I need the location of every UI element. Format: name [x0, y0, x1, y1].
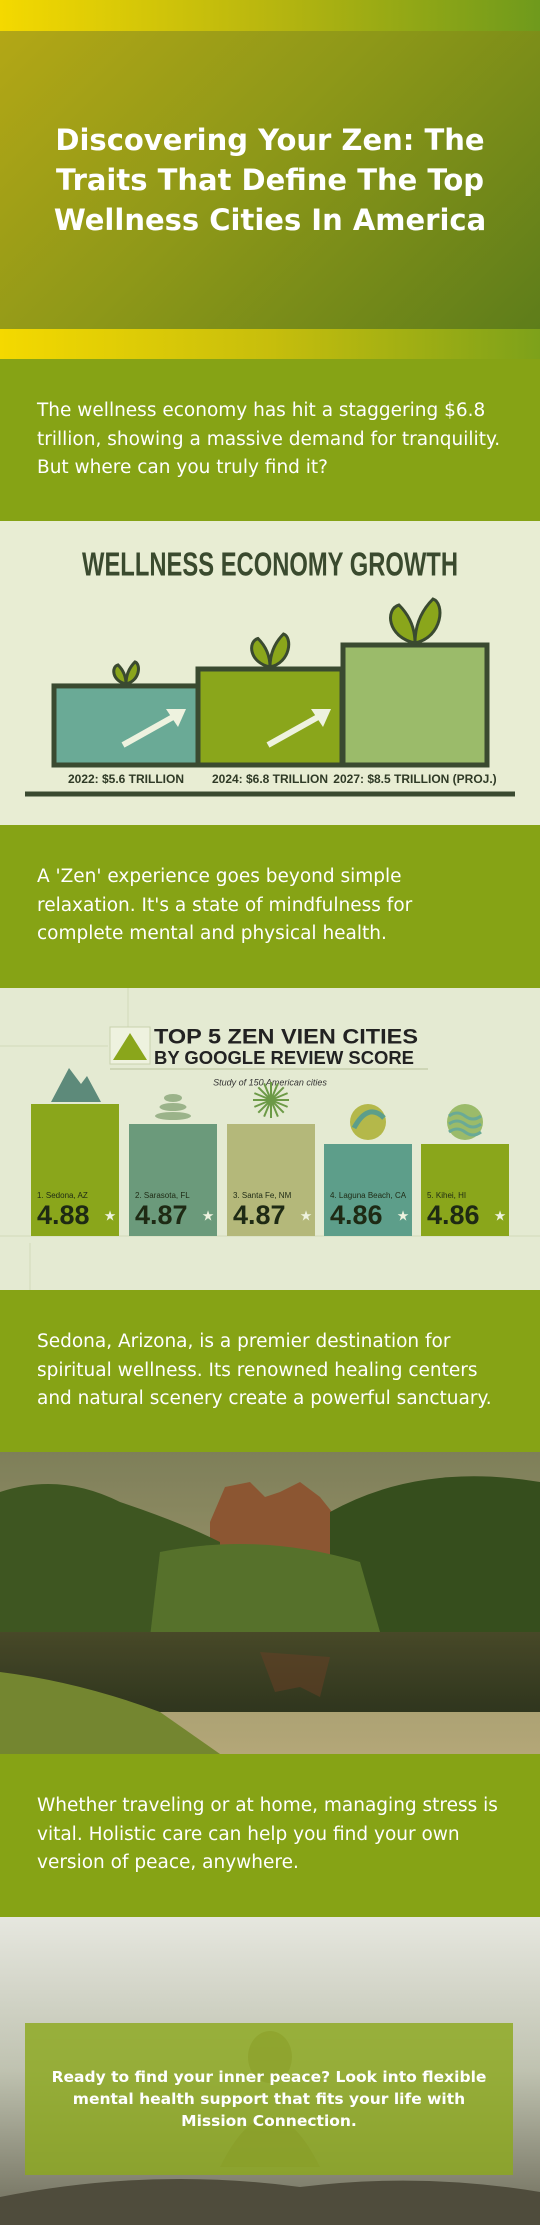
- bar-category: 3. Santa Fe, NM: [233, 1191, 292, 1200]
- step-label: 2022: $5.6 TRILLION: [68, 772, 184, 786]
- cta-box: Ready to find your inner peace? Look int…: [25, 2023, 513, 2175]
- step-label: 2027: $8.5 TRILLION (PROJ.): [333, 772, 496, 786]
- sun-icon: [270, 1082, 279, 1101]
- cta-section: Ready to find your inner peace? Look int…: [0, 1917, 540, 2225]
- leaf-icon: [250, 636, 272, 669]
- photo-tint: [0, 1452, 540, 1754]
- bar-value: 4.88: [37, 1200, 90, 1230]
- step-bar: [340, 642, 490, 768]
- growth-arrow-head: [311, 709, 331, 727]
- cities-chart: TOP 5 ZEN VIEN CITIES BY GOOGLE REVIEW S…: [0, 988, 540, 1290]
- trees-right: [330, 1476, 540, 1652]
- leaf-icon: [389, 603, 417, 645]
- sedona-text: Sedona, Arizona, is a premier destinatio…: [0, 1290, 540, 1452]
- sun-icon: [253, 1092, 272, 1101]
- reflection: [260, 1652, 330, 1697]
- bar-value: 4.86: [427, 1200, 480, 1230]
- bar-value: 4.87: [135, 1200, 188, 1230]
- leaf-icon: [268, 632, 291, 669]
- sun-icon: [270, 1086, 285, 1101]
- sun-icon: [257, 1099, 272, 1114]
- title-icon: [113, 1033, 147, 1060]
- bar: [31, 1104, 119, 1236]
- bar-category: 1. Sedona, AZ: [37, 1191, 88, 1200]
- stones-icon: [155, 1112, 191, 1120]
- sun-icon: [257, 1086, 272, 1101]
- sea-icon: [448, 1111, 482, 1121]
- sea-icon: [448, 1119, 482, 1129]
- growth-arrow: [121, 714, 175, 748]
- sun-icon: [263, 1082, 272, 1101]
- star-icon: ★: [397, 1208, 410, 1224]
- chart-subtitle: BY GOOGLE REVIEW SCORE: [154, 1048, 414, 1068]
- chart-title: TOP 5 ZEN VIEN CITIES: [154, 1026, 418, 1049]
- sun-icon: [270, 1099, 285, 1114]
- sun-icon: [270, 1099, 279, 1118]
- stones-icon: [164, 1094, 182, 1102]
- grass: [0, 1672, 220, 1754]
- bar-value: 4.87: [233, 1200, 286, 1230]
- zen-text: A 'Zen' experience goes beyond simple re…: [0, 825, 540, 988]
- wave-icon: [351, 1109, 386, 1130]
- rocks: [0, 2179, 540, 2225]
- sun-icon: [263, 1099, 272, 1118]
- bar: [227, 1124, 315, 1236]
- bar-category: 4. Laguna Beach, CA: [330, 1191, 407, 1200]
- mountain-icon: [51, 1068, 101, 1102]
- bar-category: 2. Sarasota, FL: [135, 1191, 190, 1200]
- leaf-icon: [413, 597, 442, 645]
- bar-value: 4.86: [330, 1200, 383, 1230]
- step-label: 2024: $6.8 TRILLION: [212, 772, 328, 786]
- sun-icon: [253, 1099, 272, 1108]
- growth-arrow-head: [166, 709, 186, 727]
- sea-icon: [448, 1127, 482, 1137]
- cta-text: Ready to find your inner peace? Look int…: [51, 2068, 487, 2130]
- bar: [421, 1144, 509, 1236]
- sedona-photo: [0, 1452, 540, 1754]
- stones-icon: [159, 1103, 187, 1111]
- step-bar: [51, 683, 201, 768]
- accent-bar: [0, 329, 540, 359]
- hero: Discovering Your Zen: The Traits That De…: [0, 31, 540, 329]
- bar-category: 5. Kihei, HI: [427, 1191, 466, 1200]
- sun-icon: [270, 1092, 289, 1101]
- chart-title: WELLNESS ECONOMY GROWTH: [82, 546, 458, 583]
- trees-mid: [150, 1544, 380, 1637]
- intro-text: The wellness economy has hit a staggerin…: [0, 359, 540, 521]
- bar: [324, 1144, 412, 1236]
- star-icon: ★: [104, 1208, 117, 1224]
- growth-arrow: [266, 714, 320, 748]
- star-icon: ★: [300, 1208, 313, 1224]
- leaf-icon: [124, 660, 140, 686]
- bar: [129, 1124, 217, 1236]
- star-icon: ★: [494, 1208, 507, 1224]
- sun-icon: [270, 1099, 289, 1108]
- page-title: Discovering Your Zen: The Traits That De…: [53, 123, 487, 237]
- economy-chart: WELLNESS ECONOMY GROWTH 2022: $5.6 TRILL…: [0, 521, 540, 825]
- holistic-text: Whether traveling or at home, managing s…: [0, 1754, 540, 1917]
- top-bar: [0, 0, 540, 31]
- star-icon: ★: [202, 1208, 215, 1224]
